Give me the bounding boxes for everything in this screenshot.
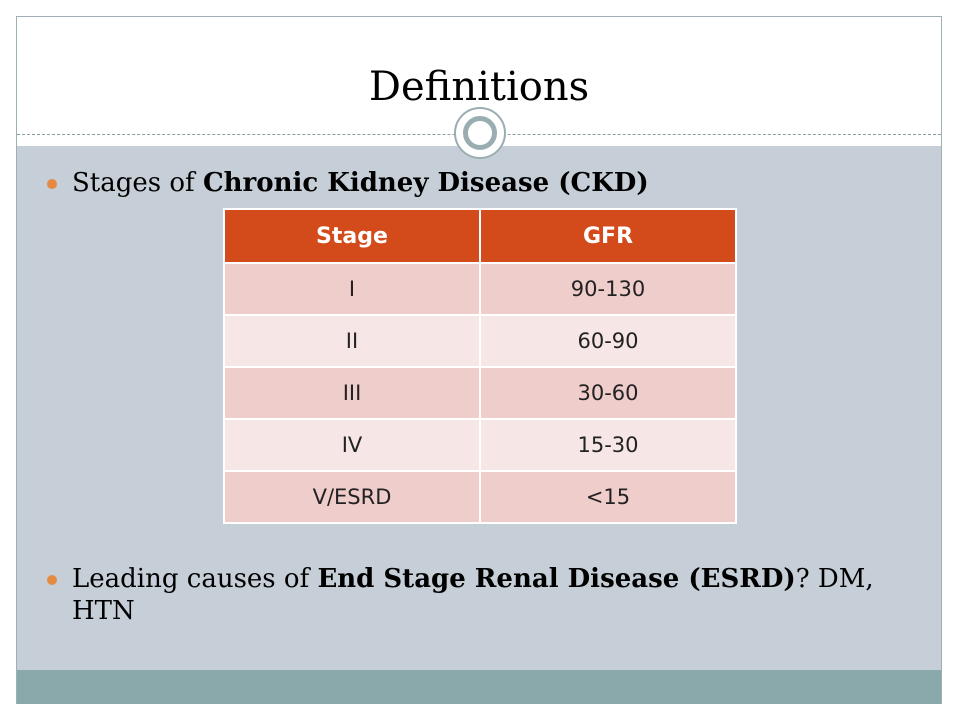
table-row: III 30-60	[223, 366, 737, 420]
bullet-text: Leading causes of End Stage Renal Diseas…	[72, 563, 927, 627]
ckd-stage-table: Stage GFR I 90-130 II 60-90 III 30-60 IV…	[223, 208, 737, 524]
cell-stage: V/ESRD	[223, 470, 481, 524]
table-row: V/ESRD <15	[223, 470, 737, 524]
bullet-prefix: Stages of	[72, 168, 203, 198]
cell-stage: I	[223, 262, 481, 316]
cell-stage: IV	[223, 418, 481, 472]
circle-ornament-icon	[454, 107, 506, 159]
bullet-item-ckd: Stages of Chronic Kidney Disease (CKD)	[47, 167, 907, 199]
header-stage: Stage	[223, 208, 481, 264]
table-row: IV 15-30	[223, 418, 737, 472]
table-header-row: Stage GFR	[223, 208, 737, 264]
cell-gfr: 15-30	[479, 418, 737, 472]
table-row: II 60-90	[223, 314, 737, 368]
slide-title: Definitions	[368, 64, 590, 110]
cell-gfr: <15	[479, 470, 737, 524]
bullet-dot-icon	[47, 575, 57, 585]
header-gfr: GFR	[479, 208, 737, 264]
bullet-prefix: Leading causes of	[72, 564, 318, 594]
cell-gfr: 30-60	[479, 366, 737, 420]
cell-stage: III	[223, 366, 481, 420]
cell-stage: II	[223, 314, 481, 368]
cell-gfr: 90-130	[479, 262, 737, 316]
bullet-dot-icon	[47, 179, 57, 189]
bullet-bold: End Stage Renal Disease (ESRD)	[317, 564, 796, 594]
footer-band	[17, 670, 941, 704]
bullet-suffix: ? DM, HTN	[72, 564, 874, 626]
cell-gfr: 60-90	[479, 314, 737, 368]
bullet-text: Stages of Chronic Kidney Disease (CKD)	[72, 167, 907, 199]
circle-ornament-inner	[463, 116, 497, 150]
table-row: I 90-130	[223, 262, 737, 316]
bullet-item-esrd: Leading causes of End Stage Renal Diseas…	[47, 563, 927, 627]
bullet-bold: Chronic Kidney Disease (CKD)	[202, 168, 649, 198]
